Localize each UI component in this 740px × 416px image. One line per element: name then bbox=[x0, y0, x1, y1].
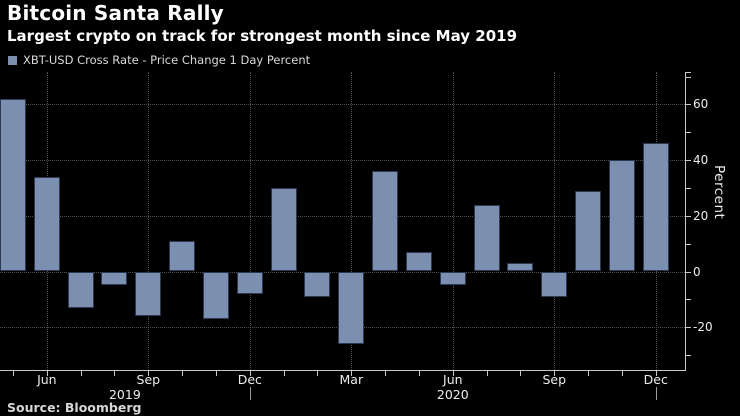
bar-may-2020 bbox=[405, 252, 432, 272]
bar-sep-2020 bbox=[541, 271, 568, 297]
x-axis-tick-sep-2020 bbox=[554, 371, 556, 376]
year-label-2019: 2019 bbox=[108, 387, 141, 402]
bar-sep-2019 bbox=[135, 271, 162, 317]
gridline-x-dec-7 bbox=[249, 72, 251, 370]
chart-subtitle: Largest crypto on track for strongest mo… bbox=[7, 27, 518, 45]
gridline-y-20 bbox=[0, 215, 685, 217]
gridline-x-mar-10 bbox=[351, 72, 353, 370]
gridline-x-sep-16 bbox=[554, 72, 556, 370]
x-axis-tick-dec-2019 bbox=[249, 371, 251, 376]
y-axis-tick-0 bbox=[686, 271, 691, 273]
y-axis-tick--30 bbox=[686, 355, 691, 357]
x-axis-tick-sep-2019 bbox=[148, 371, 150, 376]
legend: XBT-USD Cross Rate - Price Change 1 Day … bbox=[8, 53, 310, 67]
bar-aug-2020 bbox=[507, 263, 534, 272]
legend-series-label: XBT-USD Cross Rate - Price Change 1 Day … bbox=[23, 53, 311, 67]
x-axis-label-jun-13: Jun bbox=[443, 372, 463, 387]
y-axis-tick--20 bbox=[686, 327, 691, 329]
year-separator-2019 bbox=[249, 387, 251, 400]
x-axis-tick-nov-2019 bbox=[215, 371, 217, 376]
x-axis-tick-aug-2020 bbox=[520, 371, 522, 376]
y-axis-label-20: 20 bbox=[693, 208, 709, 223]
y-axis-tick-50 bbox=[686, 132, 691, 134]
y-axis-label-60: 60 bbox=[693, 97, 709, 112]
x-axis-tick-aug-2019 bbox=[114, 371, 116, 376]
gridline-x-sep-4 bbox=[148, 72, 150, 370]
bar-apr-2020 bbox=[372, 171, 399, 272]
bar-may-2019 bbox=[0, 98, 26, 272]
gridline-y-60 bbox=[0, 104, 685, 106]
bar-mar-2020 bbox=[338, 271, 365, 344]
y-axis-tick-30 bbox=[686, 187, 691, 189]
x-axis-tick-feb-2020 bbox=[317, 371, 319, 376]
bar-jun-2020 bbox=[439, 271, 466, 286]
bar-jul-2020 bbox=[473, 204, 500, 272]
legend-swatch-icon bbox=[8, 55, 17, 65]
y-axis-tick-20 bbox=[686, 215, 691, 217]
x-axis-tick-jan-2020 bbox=[283, 371, 285, 376]
bar-oct-2019 bbox=[169, 240, 196, 272]
plot-area bbox=[0, 72, 686, 371]
y-axis-tick-40 bbox=[686, 160, 691, 162]
chart-title: Bitcoin Santa Rally bbox=[7, 1, 224, 25]
bar-dec-2019 bbox=[236, 271, 263, 294]
x-axis-label-dec-7: Dec bbox=[237, 372, 262, 387]
gridline-x-jun-13 bbox=[452, 72, 454, 370]
bar-jun-2019 bbox=[33, 176, 60, 272]
x-axis-label-dec-19: Dec bbox=[643, 372, 668, 387]
x-axis-tick-may-2019 bbox=[13, 371, 14, 376]
bar-jul-2019 bbox=[67, 271, 94, 308]
x-axis-tick-jun-2020 bbox=[452, 371, 454, 376]
x-axis-tick-may-2020 bbox=[418, 371, 420, 376]
bar-feb-2020 bbox=[304, 271, 331, 297]
y-axis-tick-60 bbox=[686, 104, 691, 106]
x-axis-tick-jul-2020 bbox=[486, 371, 488, 376]
bar-jan-2020 bbox=[270, 187, 297, 272]
x-axis-tick-nov-2020 bbox=[621, 371, 623, 376]
x-axis-tick-dec-2020 bbox=[655, 371, 657, 376]
x-axis-tick-jun-2019 bbox=[46, 371, 48, 376]
bar-nov-2020 bbox=[608, 160, 635, 272]
gridline-y-40 bbox=[0, 160, 685, 162]
y-axis-title: Percent bbox=[711, 165, 727, 220]
bar-aug-2019 bbox=[101, 271, 128, 286]
y-axis-tick-70 bbox=[686, 76, 691, 78]
y-axis-corner-tick bbox=[686, 72, 691, 73]
source-note: Source: Bloomberg bbox=[7, 400, 142, 415]
y-axis-label-40: 40 bbox=[693, 153, 709, 168]
y-axis-tick--10 bbox=[686, 299, 691, 301]
x-axis-tick-jul-2019 bbox=[80, 371, 82, 376]
bar-nov-2019 bbox=[202, 271, 229, 319]
y-axis-tick-10 bbox=[686, 243, 691, 245]
year-label-2020: 2020 bbox=[436, 387, 469, 402]
year-separator-2020 bbox=[655, 387, 657, 400]
x-axis-label-sep-16: Sep bbox=[542, 372, 567, 387]
y-axis-label-0: 0 bbox=[693, 264, 701, 279]
x-axis-label-jun-1: Jun bbox=[37, 372, 57, 387]
y-axis-label--20: -20 bbox=[693, 320, 713, 335]
x-axis-tick-oct-2020 bbox=[588, 371, 590, 376]
x-axis-tick-apr-2020 bbox=[385, 371, 387, 376]
bar-dec-2020 bbox=[642, 143, 669, 272]
bar-oct-2020 bbox=[575, 190, 602, 272]
x-axis-label-sep-4: Sep bbox=[136, 372, 161, 387]
x-axis-label-mar-10: Mar bbox=[339, 372, 364, 387]
x-axis-tick-oct-2019 bbox=[182, 371, 184, 376]
x-axis-tick-mar-2020 bbox=[351, 371, 353, 376]
